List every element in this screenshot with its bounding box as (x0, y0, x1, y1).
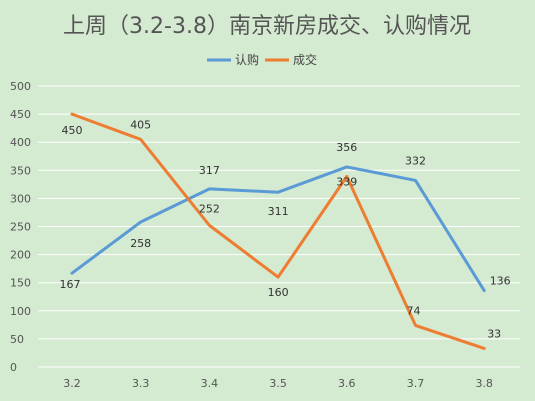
data-label: 74 (407, 304, 421, 317)
data-label: 405 (130, 118, 151, 131)
y-tick-label: 0 (10, 361, 17, 374)
gridlines (38, 85, 520, 368)
y-tick-label: 150 (10, 277, 31, 290)
data-label: 252 (199, 202, 220, 215)
x-tick-label: 3.4 (201, 377, 219, 390)
data-label: 450 (62, 124, 83, 137)
x-tick-label: 3.5 (269, 377, 287, 390)
data-label: 33 (487, 327, 501, 340)
data-label: 136 (490, 275, 511, 288)
data-labels: 167 258 317 311 356 332 136 450 405 252 160 339 74 33 (60, 118, 511, 340)
data-label: 339 (336, 175, 357, 188)
series-line (70, 112, 486, 350)
y-tick-label: 300 (10, 192, 31, 205)
data-label: 317 (199, 164, 220, 177)
y-tick-label: 350 (10, 164, 31, 177)
x-tick-label: 3.3 (132, 377, 150, 390)
data-label: 167 (60, 278, 81, 291)
y-tick-label: 400 (10, 136, 31, 149)
chart-title: 上周（3.2-3.8）南京新房成交、认购情况 (63, 14, 471, 39)
x-tick-label: 3.7 (407, 377, 425, 390)
data-label: 311 (268, 205, 289, 218)
y-tick-label: 250 (10, 221, 31, 234)
y-axis-ticks: 0 50 100 150 200 250 300 350 400 450 500 (10, 80, 31, 374)
series-line (70, 165, 486, 293)
x-tick-label: 3.8 (475, 377, 493, 390)
x-tick-label: 3.6 (338, 377, 356, 390)
data-label: 356 (336, 141, 357, 154)
data-label: 160 (268, 286, 289, 299)
data-label: 258 (130, 237, 151, 250)
legend: 认购 成交 (207, 52, 317, 67)
data-label: 332 (405, 154, 426, 167)
y-tick-label: 100 (10, 305, 31, 318)
y-tick-label: 500 (10, 80, 31, 93)
legend-label: 认购 (235, 52, 259, 67)
series-lines (70, 112, 486, 350)
y-tick-label: 450 (10, 108, 31, 121)
x-tick-label: 3.2 (63, 377, 81, 390)
y-tick-label: 200 (10, 249, 31, 262)
y-tick-label: 50 (10, 333, 24, 346)
x-axis-ticks: 3.2 3.3 3.4 3.5 3.6 3.7 3.8 (63, 377, 493, 390)
legend-label: 成交 (293, 52, 317, 67)
